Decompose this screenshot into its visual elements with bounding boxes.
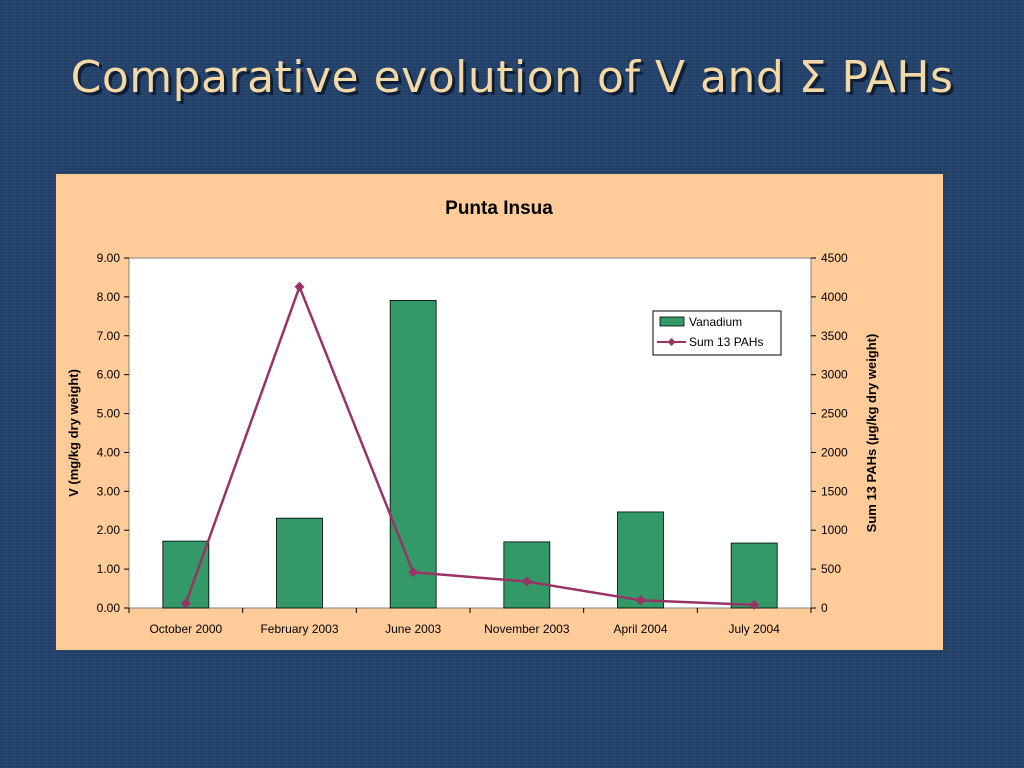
y2-tick-label: 4000 — [821, 290, 848, 304]
line-sum-pahs — [184, 285, 755, 607]
marker-sum-pahs-2 — [408, 567, 419, 578]
marker-sum-pahs-1 — [294, 281, 305, 292]
y2-tick-label: 4500 — [821, 251, 848, 265]
bar-vanadium-0 — [162, 540, 210, 609]
y2-tick-label: 2000 — [821, 445, 848, 459]
x-tick-label: November 2003 — [484, 622, 570, 636]
y-tick-label: 4.00 — [97, 445, 121, 459]
y2-tick-label: 1500 — [821, 484, 848, 498]
legend-swatch-vanadium — [659, 316, 685, 327]
x-tick-label: June 2003 — [385, 622, 441, 636]
y-tick-label: 9.00 — [97, 251, 121, 265]
x-tick-label: April 2004 — [613, 622, 667, 636]
line-layer — [180, 281, 760, 610]
y2-tick-label: 3500 — [821, 329, 848, 343]
y-tick-label: 1.00 — [97, 562, 121, 576]
y2-tick-label: 3000 — [821, 368, 848, 382]
y-tick-label: 0.00 — [97, 601, 121, 615]
bar-vanadium-2 — [389, 299, 437, 609]
legend-label-pahs: Sum 13 PAHs — [689, 335, 763, 349]
marker-sum-pahs-3 — [521, 576, 532, 587]
y2-tick-label: 500 — [821, 562, 841, 576]
marker-sum-pahs-5 — [749, 599, 760, 610]
slide-title: Comparative evolution of V and Σ PAHs — [70, 52, 954, 103]
legend-box — [652, 310, 782, 356]
legend-marker-pahs — [667, 338, 676, 346]
y2-tick-label: 0 — [821, 601, 828, 615]
y-tick-label: 5.00 — [97, 407, 121, 421]
y-tick-label: 2.00 — [97, 523, 121, 537]
axes-layer: 0.00 1.00 2.00 3.00 4.00 5.00 6.00 7.00 8.00 9.00… — [97, 251, 848, 636]
x-tick-label: July 2004 — [728, 622, 780, 636]
x-tick-label: October 2000 — [149, 622, 222, 636]
chart-panel: Punta Insua V (mg/kg dry weight) Sum 13 … — [56, 174, 943, 650]
legend-label-vanadium: Vanadium — [689, 315, 742, 329]
y2-tick-label: 1000 — [821, 523, 848, 537]
bars-layer — [162, 299, 778, 609]
chart-svg: Punta Insua V (mg/kg dry weight) Sum 13 … — [66, 198, 879, 636]
y2-axis-label: Sum 13 PAHs (µg/kg dry weight) — [864, 334, 879, 533]
marker-sum-pahs-0 — [180, 598, 191, 609]
chart-title: Punta Insua — [445, 198, 553, 219]
marker-sum-pahs-4 — [635, 595, 646, 606]
y-tick-label: 8.00 — [97, 290, 121, 304]
bar-vanadium-3 — [503, 541, 551, 609]
x-tick-label: February 2003 — [260, 622, 338, 636]
bar-vanadium-4 — [617, 511, 664, 609]
bar-vanadium-5 — [730, 542, 778, 609]
legend: Vanadium Sum 13 PAHs — [652, 310, 782, 356]
y-tick-label: 3.00 — [97, 484, 121, 498]
y-tick-label: 7.00 — [97, 329, 121, 343]
y2-tick-label: 2500 — [821, 407, 848, 421]
y-tick-label: 6.00 — [97, 368, 121, 382]
bar-vanadium-1 — [276, 517, 323, 609]
y-axis-label: V (mg/kg dry weight) — [66, 369, 81, 497]
